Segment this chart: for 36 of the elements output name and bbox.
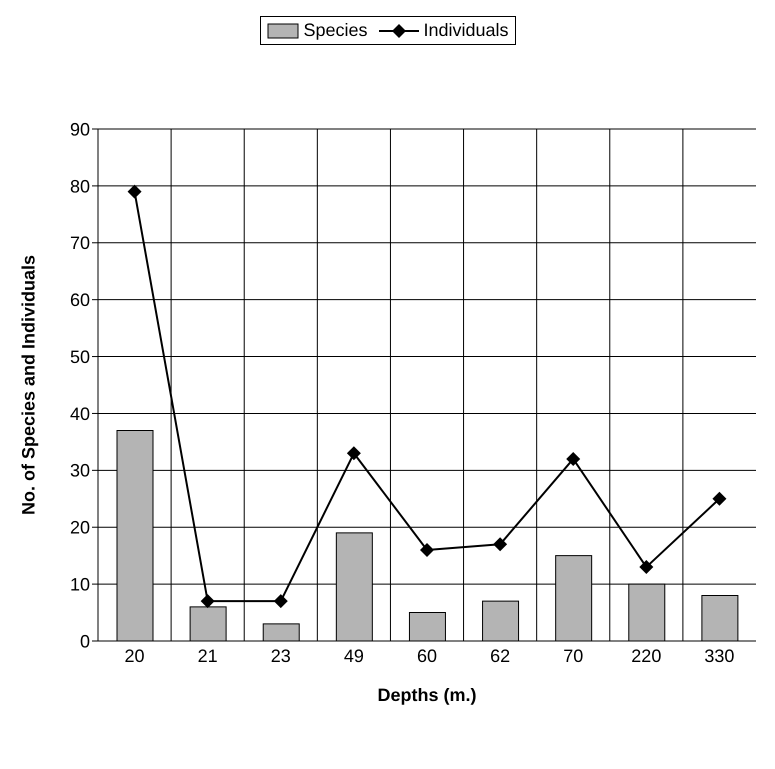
- point: [712, 492, 726, 506]
- point: [639, 560, 654, 574]
- legend-label: Species: [302, 20, 368, 41]
- y-tick-label: 90: [70, 119, 90, 140]
- x-tick-label: 70: [563, 646, 584, 666]
- x-tick-label: 220: [631, 646, 662, 666]
- y-tick-label: 40: [70, 404, 90, 424]
- point: [128, 184, 142, 199]
- y-tick-label: 0: [80, 631, 90, 652]
- x-axis-title: Depths (m.): [378, 685, 477, 705]
- y-tick-label: 80: [70, 176, 90, 196]
- point: [566, 452, 580, 466]
- point: [346, 446, 361, 460]
- y-tick-label: 70: [70, 233, 90, 254]
- x-tick-label: 20: [124, 646, 145, 666]
- point: [493, 537, 508, 552]
- x-tick-label: 330: [704, 646, 734, 666]
- bar: [408, 612, 446, 641]
- y-tick-label: 60: [70, 290, 90, 310]
- y-tick-label: 50: [70, 346, 90, 367]
- x-tick-label: 49: [344, 646, 364, 666]
- y-tick-label: 30: [70, 460, 90, 481]
- point: [274, 594, 288, 608]
- bar: [482, 600, 520, 641]
- legend-label: Individuals: [422, 20, 509, 41]
- point: [420, 542, 434, 557]
- x-tick-label: 23: [270, 646, 291, 666]
- y-tick-label: 10: [70, 574, 90, 594]
- point: [200, 594, 215, 608]
- bar: [262, 623, 300, 641]
- x-tick-label: 62: [490, 646, 510, 666]
- bar: [701, 594, 738, 641]
- y-tick-label: 20: [70, 518, 90, 538]
- x-tick-label: 21: [198, 646, 218, 666]
- x-tick-label: 60: [416, 646, 438, 666]
- y-axis-title: No. of Species and Individuals: [18, 254, 38, 516]
